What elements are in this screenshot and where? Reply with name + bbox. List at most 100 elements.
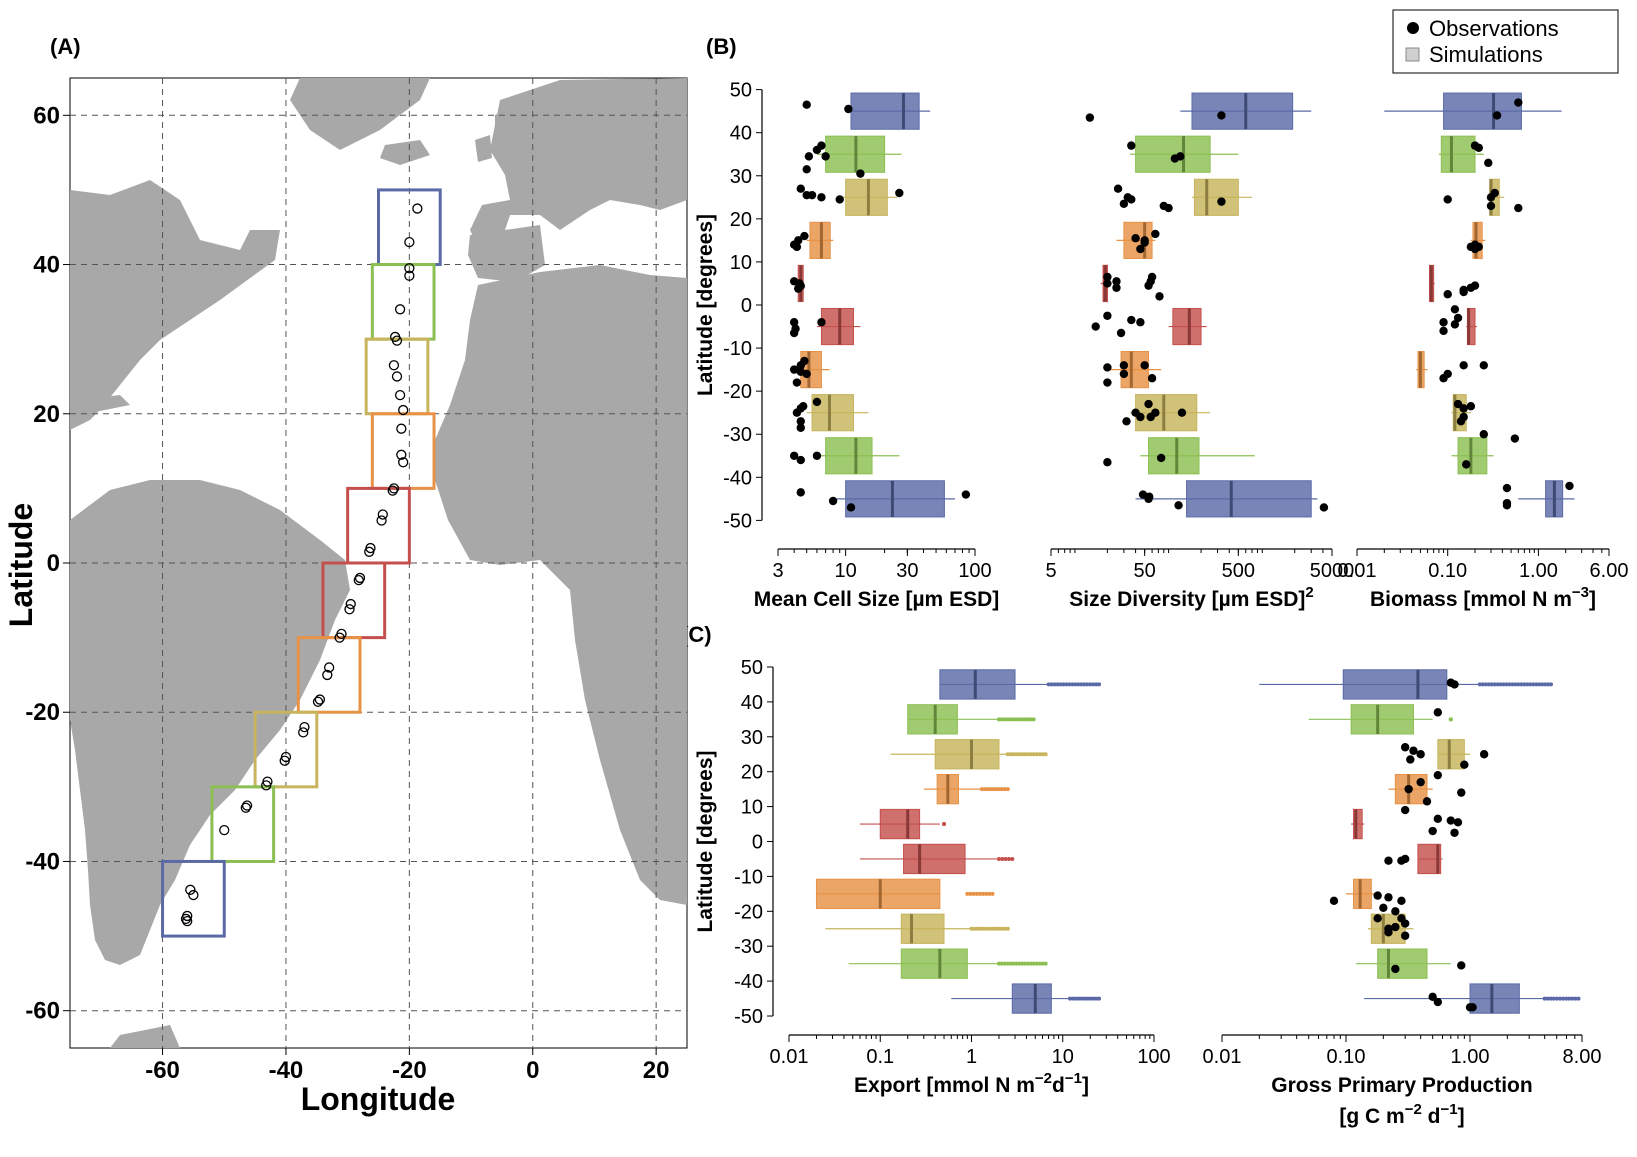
box-red bbox=[1172, 307, 1202, 346]
observation-point bbox=[1136, 412, 1145, 422]
observation-point bbox=[846, 503, 856, 512]
station-marker bbox=[404, 237, 415, 248]
observation-point bbox=[1384, 856, 1393, 865]
outlier-point bbox=[1014, 717, 1019, 722]
observation-point bbox=[1433, 814, 1443, 824]
outlier-point bbox=[1094, 996, 1099, 1001]
land-antarctic-tip bbox=[110, 1025, 180, 1048]
land-british-isles bbox=[495, 105, 525, 172]
box-khaki bbox=[1135, 394, 1198, 432]
region-box-orange bbox=[296, 636, 362, 714]
station-marker bbox=[279, 755, 290, 766]
outlier-point bbox=[1073, 996, 1078, 1001]
observation-point bbox=[1140, 236, 1149, 245]
observation-point bbox=[789, 365, 799, 374]
y-tick-label: 40 bbox=[730, 123, 752, 145]
outlier-point bbox=[1477, 682, 1482, 687]
x-tick-label: 6.00 bbox=[1590, 560, 1629, 582]
outlier-point bbox=[1006, 856, 1011, 861]
land-south-america bbox=[70, 480, 350, 965]
outlier-point bbox=[1091, 682, 1096, 687]
outlier-point bbox=[1545, 996, 1550, 1001]
observation-point bbox=[1400, 931, 1410, 940]
station-marker bbox=[182, 916, 193, 927]
observation-point bbox=[1400, 805, 1410, 815]
observation-point bbox=[1112, 283, 1121, 292]
x-tick-label: 500 bbox=[1222, 560, 1255, 582]
outlier-point bbox=[979, 787, 984, 792]
outlier-point bbox=[1516, 682, 1521, 687]
outlier-point bbox=[999, 717, 1004, 722]
outlier-point bbox=[1046, 682, 1051, 687]
land-ireland bbox=[475, 135, 492, 162]
outlier-point bbox=[1067, 682, 1072, 687]
outlier-point bbox=[988, 787, 993, 792]
y-tick-label: -40 bbox=[723, 467, 752, 489]
map-ytick-label: 0 bbox=[47, 550, 60, 577]
map-ytick-label: -60 bbox=[25, 998, 60, 1025]
station-marker bbox=[261, 780, 272, 791]
legend-observations-marker bbox=[1407, 22, 1419, 34]
outlier-point bbox=[987, 926, 992, 931]
outlier-point bbox=[1073, 682, 1078, 687]
observation-point bbox=[1459, 404, 1468, 413]
observation-point bbox=[1146, 412, 1155, 422]
outlier-point bbox=[1561, 996, 1566, 1001]
x-tick-label: 0.1 bbox=[866, 1046, 894, 1068]
y-tick-label: -10 bbox=[723, 338, 752, 360]
map-region-boxes bbox=[161, 188, 442, 938]
outlier-point bbox=[1011, 961, 1016, 966]
observation-point bbox=[1416, 777, 1425, 787]
x-tick-label: 100 bbox=[1137, 1046, 1170, 1068]
observation-point bbox=[789, 328, 799, 338]
observation-point bbox=[1492, 111, 1502, 120]
land-africa bbox=[435, 265, 687, 905]
box-blue bbox=[1191, 92, 1294, 130]
observation-point bbox=[1416, 750, 1425, 759]
y-tick-label: 20 bbox=[741, 762, 763, 784]
x-tick-label: 100 bbox=[958, 560, 991, 582]
observation-point bbox=[1397, 896, 1406, 906]
map-ytick-label: 20 bbox=[33, 401, 60, 428]
region-box-green bbox=[210, 785, 276, 863]
station-marker bbox=[298, 727, 309, 738]
outlier-point bbox=[1542, 996, 1547, 1001]
box-green bbox=[900, 948, 968, 979]
x-axis-label: Size Diversity [µm ESD]2 bbox=[1069, 584, 1314, 611]
outlier-point bbox=[969, 926, 974, 931]
outlier-point bbox=[1005, 717, 1010, 722]
map-ytick-label: 40 bbox=[33, 252, 60, 279]
y-tick-label: -50 bbox=[723, 510, 752, 532]
box-blue bbox=[1469, 983, 1520, 1014]
observation-point bbox=[1103, 458, 1112, 467]
outlier-point bbox=[1079, 682, 1084, 687]
y-tick-label: 10 bbox=[741, 797, 763, 819]
legend-simulations-marker bbox=[1405, 47, 1420, 62]
box-blue bbox=[1186, 480, 1312, 518]
observation-point bbox=[1439, 374, 1448, 383]
outlier-point bbox=[1029, 961, 1034, 966]
box-green bbox=[1148, 437, 1200, 475]
observation-point bbox=[1397, 914, 1406, 923]
x-tick-label: 50 bbox=[1134, 560, 1156, 582]
observation-point bbox=[796, 423, 805, 432]
outlier-point bbox=[975, 926, 980, 931]
observation-point bbox=[1450, 828, 1459, 837]
box-red bbox=[903, 843, 966, 875]
outlier-point bbox=[1570, 996, 1575, 1001]
observation-point bbox=[1457, 788, 1466, 797]
outlier-point bbox=[1052, 682, 1057, 687]
box-khaki bbox=[934, 739, 1000, 770]
x-tick-label: 5 bbox=[1045, 560, 1056, 582]
observation-point bbox=[796, 488, 805, 497]
observation-point bbox=[789, 451, 799, 460]
outlier-point bbox=[1091, 996, 1096, 1001]
outlier-point bbox=[968, 891, 973, 896]
observation-point bbox=[1319, 503, 1329, 512]
observation-point bbox=[1450, 320, 1460, 329]
observation-point bbox=[1439, 318, 1448, 327]
station-marker bbox=[388, 483, 400, 494]
outlier-point bbox=[1026, 752, 1031, 757]
